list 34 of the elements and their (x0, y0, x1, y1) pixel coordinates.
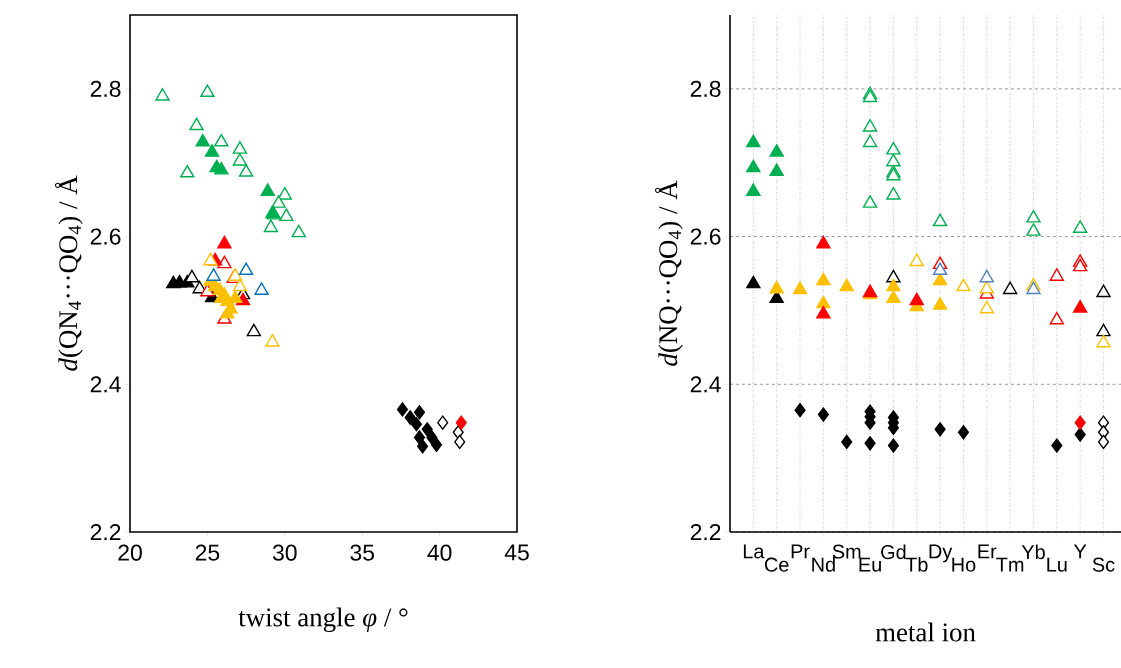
y-tick-label: 2.6 (690, 228, 721, 245)
x-tick-label: Nd (812, 557, 835, 572)
y-tick-label: 2.4 (690, 376, 721, 393)
x-tick-label: 35 (350, 544, 374, 561)
x-tick-label: Gd (881, 544, 906, 560)
x-tick-label: 25 (195, 544, 220, 561)
x-tick-label: Y (1073, 544, 1087, 559)
x-tick-label: La (743, 544, 765, 559)
x-tick-label: Tm (996, 557, 1024, 572)
x-tick-label: 30 (272, 544, 297, 561)
x-tick-label: Lu (1047, 557, 1067, 572)
x-tick-label: 20 (118, 544, 142, 561)
y-tick-label: 2.8 (90, 80, 121, 97)
x-tick-label: Sm (832, 544, 861, 559)
x-tick-label: Eu (859, 557, 881, 572)
y-tick-label: 2.2 (90, 524, 121, 540)
y-axis-title: d(NQ···QO$_{4}$) / Å (655, 180, 683, 366)
x-tick-label: Ho (952, 557, 976, 572)
x-tick-label: Pr (791, 544, 810, 559)
y-axis-title: d(QN$_{4}$···QO$_{4}$) / Å (55, 175, 83, 371)
x-tick-label: Ce (764, 557, 789, 572)
x-tick-label: Dy (929, 544, 953, 563)
x-tick-label: 40 (427, 544, 452, 561)
x-tick-label: Sc (1092, 557, 1115, 572)
y-tick-label: 2.2 (690, 524, 721, 540)
x-tick-label: Yb (1021, 544, 1045, 560)
x-tick-label: Tb (905, 557, 928, 572)
x-tick-label: Er (978, 544, 997, 559)
y-tick-label: 2.4 (90, 376, 121, 393)
y-tick-label: 2.6 (90, 228, 121, 245)
x-tick-label: 45 (504, 544, 529, 561)
y-tick-label: 2.8 (690, 80, 721, 97)
x-axis-title: metal ion (875, 622, 976, 642)
x-axis-title: twist angle φ / ° (238, 607, 408, 633)
